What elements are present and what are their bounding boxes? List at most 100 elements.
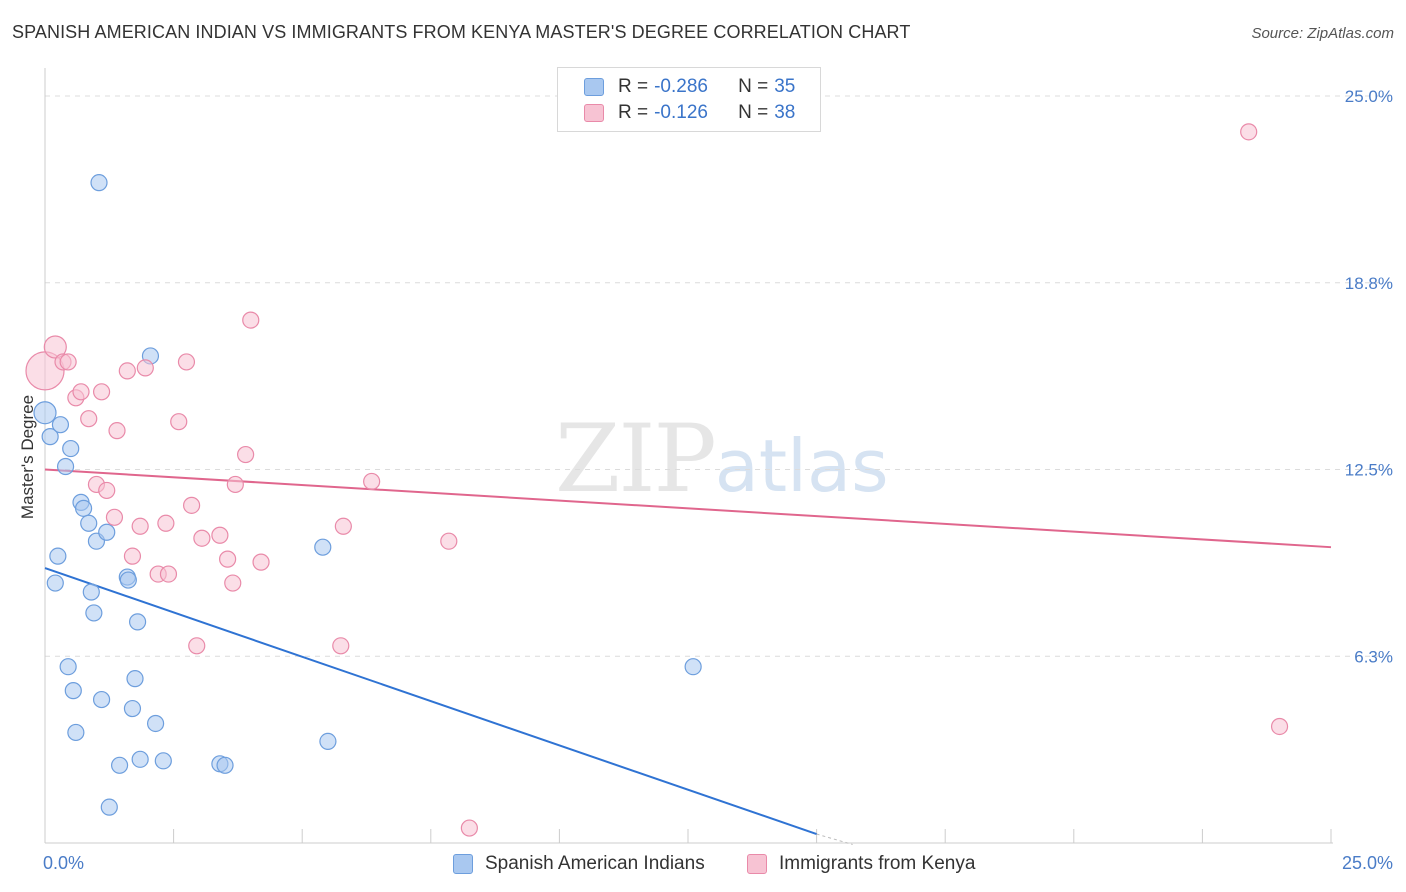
point-immigrants-from-kenya <box>226 475 244 494</box>
bottom-legend-label-series1: Spanish American Indians <box>485 853 705 874</box>
axis-labels: 6.3% 12.5% 18.8% 25.0% 0.0% 25.0% Master's Deg… <box>18 87 1393 873</box>
point-immigrants-from-kenya <box>159 565 178 583</box>
x-tick-label: 25.0% <box>1342 853 1393 873</box>
legend-row-series1: R = -0.286 N = 35 <box>584 74 795 100</box>
point-immigrants-from-kenya <box>105 508 124 526</box>
point-immigrants-from-kenya <box>177 353 196 371</box>
point-spanish-american-indians <box>46 574 64 592</box>
y-tick-label: 18.8% <box>1345 274 1393 293</box>
point-immigrants-from-kenya <box>188 637 206 655</box>
legend-swatch-pink <box>584 104 604 122</box>
point-spanish-american-indians <box>67 723 85 742</box>
point-immigrants-from-kenya <box>72 383 90 401</box>
axes <box>44 68 1333 844</box>
point-spanish-american-indians <box>82 583 100 601</box>
grid-lines <box>45 95 1393 657</box>
point-immigrants-from-kenya <box>242 311 260 329</box>
point-spanish-american-indians <box>131 750 149 768</box>
legend-n-label: N = <box>738 102 769 123</box>
legend-r-label: R = <box>618 102 649 123</box>
point-spanish-american-indians <box>62 439 80 458</box>
point-spanish-american-indians <box>126 670 144 688</box>
point-immigrants-from-kenya <box>1240 123 1258 141</box>
point-spanish-american-indians <box>85 604 103 622</box>
point-immigrants-from-kenya <box>170 413 188 431</box>
point-spanish-american-indians <box>319 732 337 751</box>
point-immigrants-from-kenya <box>98 481 116 500</box>
point-immigrants-from-kenya <box>193 529 211 547</box>
data-points <box>25 123 1289 837</box>
point-immigrants-from-kenya <box>237 445 255 464</box>
point-spanish-american-indians <box>49 547 67 565</box>
point-immigrants-from-kenya <box>157 514 175 532</box>
y-tick-label: 25.0% <box>1345 87 1393 106</box>
legend-n-value: 35 <box>774 76 796 97</box>
point-immigrants-from-kenya <box>131 517 149 535</box>
point-spanish-american-indians <box>59 658 77 676</box>
point-immigrants-from-kenya <box>460 819 478 837</box>
point-immigrants-from-kenya <box>224 574 242 592</box>
point-spanish-american-indians <box>56 457 75 476</box>
point-spanish-american-indians <box>314 538 332 556</box>
legend-n-value: 38 <box>774 102 796 123</box>
y-tick-label: 6.3% <box>1354 647 1393 666</box>
x-tick-label: 0.0% <box>43 853 84 873</box>
bottom-legend-swatch-pink <box>747 854 767 874</box>
point-immigrants-from-kenya <box>332 637 350 655</box>
y-axis-title: Master's Degree <box>18 395 37 519</box>
bottom-legend-swatch-blue <box>453 854 473 874</box>
point-spanish-american-indians <box>33 401 57 425</box>
trend-extension <box>816 833 853 845</box>
point-spanish-american-indians <box>90 174 108 192</box>
point-spanish-american-indians <box>119 571 137 589</box>
point-spanish-american-indians <box>154 752 172 770</box>
legend-r-label: R = <box>618 76 649 97</box>
point-immigrants-from-kenya <box>440 532 458 550</box>
point-spanish-american-indians <box>41 428 59 446</box>
chart-title: SPANISH AMERICAN INDIAN VS IMMIGRANTS FR… <box>12 22 911 42</box>
trend-line-2 <box>44 468 1332 549</box>
point-immigrants-from-kenya <box>59 353 77 371</box>
legend-swatch-blue <box>584 78 604 96</box>
point-spanish-american-indians <box>100 798 118 816</box>
point-spanish-american-indians <box>74 499 93 517</box>
point-spanish-american-indians <box>110 756 129 774</box>
point-spanish-american-indians <box>80 514 98 532</box>
correlation-legend: R = -0.286 N = 35 R = -0.126 N = 38 <box>557 67 821 132</box>
point-spanish-american-indians <box>684 658 702 676</box>
point-immigrants-from-kenya <box>211 526 229 544</box>
legend-r-value: -0.286 <box>654 76 708 97</box>
point-spanish-american-indians <box>123 699 142 718</box>
watermark-zip: ZIP <box>555 405 717 514</box>
point-immigrants-from-kenya <box>118 362 136 380</box>
point-immigrants-from-kenya <box>43 335 67 359</box>
point-spanish-american-indians <box>64 682 82 700</box>
point-spanish-american-indians <box>51 416 70 434</box>
trend-line-1 <box>44 567 817 835</box>
point-spanish-american-indians <box>216 756 234 774</box>
point-spanish-american-indians <box>98 523 116 541</box>
point-immigrants-from-kenya <box>108 422 126 440</box>
point-immigrants-from-kenya <box>363 472 381 491</box>
point-spanish-american-indians <box>128 613 147 631</box>
point-immigrants-from-kenya <box>1270 717 1289 736</box>
trend-lines <box>44 468 1332 845</box>
point-immigrants-from-kenya <box>80 410 98 428</box>
bottom-legend-label-series2: Immigrants from Kenya <box>779 853 976 874</box>
point-spanish-american-indians <box>92 690 111 709</box>
point-immigrants-from-kenya <box>92 383 111 401</box>
legend-r-value: -0.126 <box>654 102 708 123</box>
point-spanish-american-indians <box>146 714 165 733</box>
point-immigrants-from-kenya <box>136 359 154 377</box>
point-immigrants-from-kenya <box>252 553 270 571</box>
watermark-atlas: atlas <box>714 424 889 508</box>
point-immigrants-from-kenya <box>123 547 142 565</box>
point-immigrants-from-kenya <box>183 496 201 514</box>
source-label: Source: ZipAtlas.com <box>1251 25 1394 42</box>
bottom-legend-series1: Spanish American Indians <box>453 850 705 878</box>
legend-n-label: N = <box>738 76 769 97</box>
y-tick-label: 12.5% <box>1345 461 1393 480</box>
legend-row-series2: R = -0.126 N = 38 <box>584 100 795 126</box>
zipatlas-watermark: ZIPatlas <box>555 405 889 514</box>
